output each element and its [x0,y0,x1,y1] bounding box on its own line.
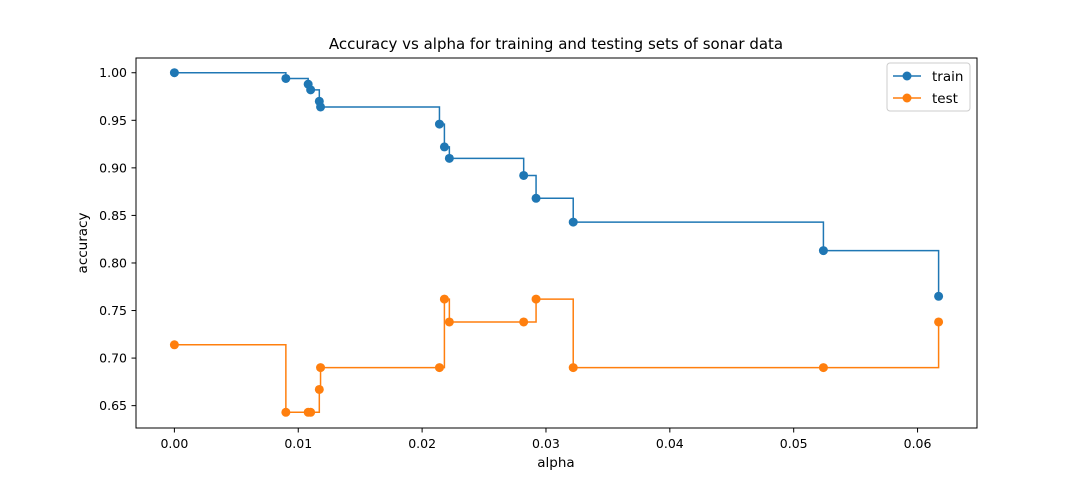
x-tick-label: 0.03 [532,436,560,451]
data-point-train [568,217,578,227]
series-train [169,68,944,301]
series-layer [169,68,944,417]
data-point-train [531,193,541,203]
y-tick-label: 1.00 [99,65,127,80]
plot-frame [135,57,978,429]
x-axis: 0.00 0.01 0.02 0.03 0.04 0.05 0.06 [160,428,932,451]
data-point-train [934,291,944,301]
y-tick-label: 0.80 [99,255,127,270]
series-line-train [174,71,940,297]
y-axis: 0.65 0.70 0.75 0.80 0.85 0.90 0.95 1.00 [99,65,136,413]
legend-label: test [932,91,958,107]
data-point-test [818,363,828,373]
chart-title: Accuracy vs alpha for training and testi… [329,35,783,53]
data-point-test [934,317,944,327]
y-tick-label: 0.65 [99,398,127,413]
x-tick-label: 0.05 [780,436,808,451]
data-point-test [314,384,324,394]
data-point-test [531,294,541,304]
data-point-train [281,73,291,83]
data-point-train [316,102,326,112]
data-point-train [306,85,316,95]
y-tick-label: 0.75 [99,303,127,318]
data-point-test [316,363,326,373]
x-tick-label: 0.01 [284,436,312,451]
data-point-test [434,363,444,373]
x-tick-label: 0.06 [904,436,932,451]
data-point-test [306,407,316,417]
data-point-train [519,170,529,180]
legend-entry-train: train [893,69,963,85]
legend-marker [902,71,912,81]
legend-marker [902,93,912,103]
data-point-test [444,317,454,327]
x-tick-label: 0.04 [656,436,684,451]
legend: train test [886,62,971,112]
data-point-test [568,363,578,373]
data-point-train [818,246,828,256]
x-tick-label: 0.02 [408,436,436,451]
legend-label: train [932,69,963,85]
y-tick-label: 0.70 [99,351,127,366]
data-point-train [434,119,444,129]
data-point-train [444,153,454,163]
y-tick-label: 0.90 [99,160,127,175]
legend-entry-test: test [893,91,958,107]
data-point-test [169,340,179,350]
data-point-test [519,317,529,327]
y-tick-label: 0.95 [99,113,127,128]
data-point-train [439,142,449,152]
y-tick-label: 0.85 [99,208,127,223]
series-test [169,294,944,417]
data-point-test [281,407,291,417]
y-axis-label: accuracy [75,213,91,274]
x-axis-label: alpha [537,455,574,471]
data-point-train [169,68,179,78]
series-line-test [174,298,940,414]
data-point-test [439,294,449,304]
x-tick-label: 0.00 [160,436,188,451]
